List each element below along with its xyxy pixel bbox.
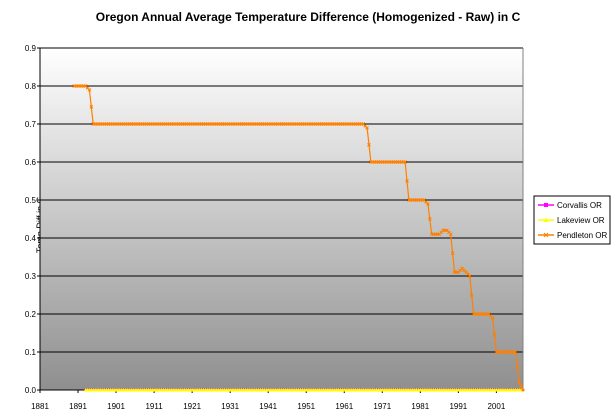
plot-area	[40, 48, 523, 390]
legend-marker	[543, 217, 549, 222]
data-point	[521, 388, 525, 392]
data-point	[517, 380, 522, 385]
series-markers	[72, 84, 525, 392]
data-point	[365, 125, 369, 130]
y-tick-label: 0.2	[25, 310, 37, 319]
data-point	[469, 293, 474, 297]
series-markers	[83, 388, 525, 392]
x-tick-label: 2001	[487, 402, 505, 411]
y-tick-label: 0.1	[25, 348, 37, 357]
x-tick-label: 1951	[297, 402, 315, 411]
legend-entry: Corvallis OR	[557, 201, 602, 210]
y-tick-label: 0.6	[25, 158, 37, 167]
y-tick-label: 0.3	[25, 272, 37, 281]
y-tick-label: 0.4	[25, 234, 37, 243]
data-point	[448, 232, 453, 237]
x-tick-label: 1941	[259, 402, 277, 411]
data-point	[403, 160, 407, 164]
data-point	[89, 105, 94, 109]
data-point	[87, 87, 92, 92]
y-tick-label: 0.5	[25, 196, 37, 205]
x-tick-label: 1931	[221, 402, 239, 411]
legend-entry: Pendleton OR	[557, 231, 607, 240]
data-point	[492, 333, 497, 337]
x-tick-label: 1971	[373, 402, 391, 411]
chart-title: Oregon Annual Average Temperature Differ…	[95, 10, 521, 24]
data-point	[426, 201, 430, 206]
y-tick-label: 0.0	[25, 386, 37, 395]
data-point	[515, 365, 520, 370]
x-tick-label: 1891	[69, 402, 87, 411]
x-tick-label: 1901	[107, 402, 125, 411]
data-point	[367, 143, 371, 147]
legend-marker	[543, 232, 549, 238]
data-point	[490, 315, 495, 320]
data-point	[427, 217, 432, 221]
x-tick-label: 1981	[411, 402, 429, 411]
x-tick-label: 1911	[145, 402, 163, 411]
x-tick-label: 1961	[335, 402, 353, 411]
data-point	[450, 251, 455, 256]
x-tick-label: 1991	[449, 402, 467, 411]
x-tick-label: 1921	[183, 402, 201, 411]
data-point	[467, 274, 472, 278]
data-point	[405, 179, 409, 183]
data-point	[513, 350, 518, 354]
y-tick-label: 0.7	[25, 120, 37, 129]
legend-marker	[544, 203, 548, 207]
data-point	[519, 384, 523, 389]
legend-entry: Lakeview OR	[557, 216, 605, 225]
y-tick-label: 0.8	[25, 82, 37, 91]
x-tick-label: 1881	[31, 402, 49, 411]
y-tick-label: 0.9	[25, 44, 37, 53]
